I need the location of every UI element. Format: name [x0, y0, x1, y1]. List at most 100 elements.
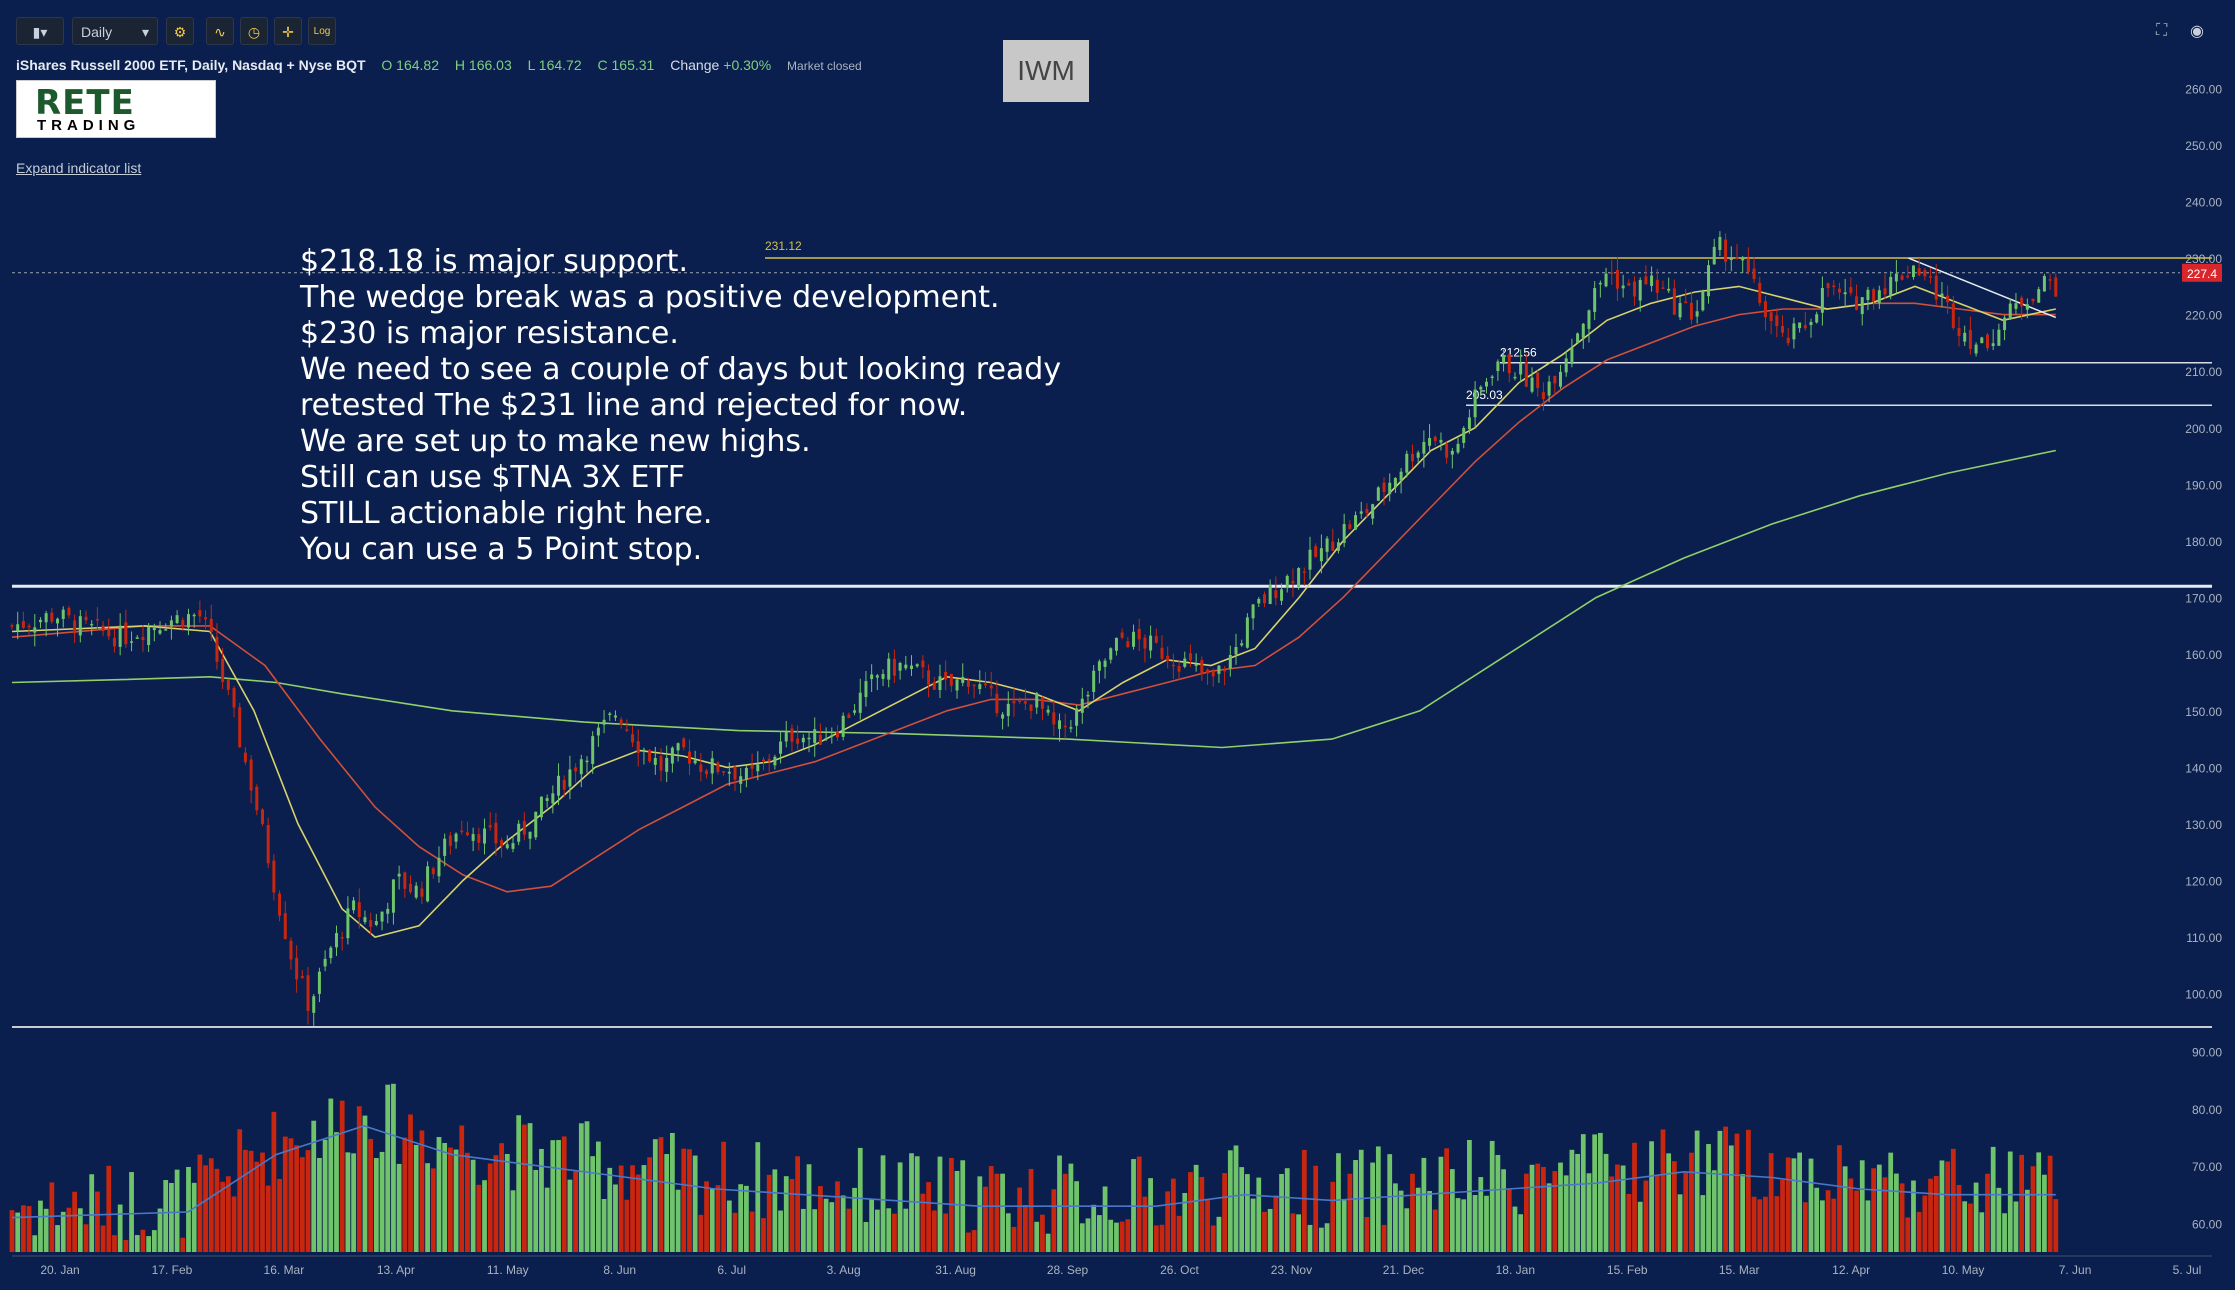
- volume-bar: [106, 1165, 112, 1252]
- candle: [1695, 311, 1699, 317]
- candle: [1798, 322, 1802, 329]
- volume-bar: [1205, 1199, 1210, 1252]
- volume-bar: [977, 1176, 983, 1252]
- time-tick-label: 23. Nov: [1271, 1263, 1312, 1277]
- time-tick-label: 21. Dec: [1383, 1263, 1424, 1277]
- volume-bar: [1210, 1225, 1216, 1252]
- time-tick-label: 10. May: [1942, 1263, 1985, 1277]
- volume-bar: [914, 1156, 920, 1252]
- volume-bar: [510, 1190, 516, 1252]
- volume-bar: [1114, 1222, 1119, 1252]
- note-line: retested The $231 line and rejected for …: [300, 388, 968, 423]
- expand-indicator-link[interactable]: Expand indicator list: [16, 160, 142, 176]
- volume-bar: [1170, 1178, 1176, 1252]
- candle: [733, 766, 737, 780]
- candle: [448, 835, 452, 846]
- replay-button[interactable]: ◷: [240, 17, 268, 45]
- candle: [465, 832, 469, 836]
- camera-icon[interactable]: ◉: [2190, 23, 2204, 40]
- candle: [949, 673, 953, 686]
- volume-bar: [681, 1148, 687, 1252]
- volume-bar: [744, 1185, 749, 1252]
- settings-button[interactable]: ⚙: [166, 17, 194, 45]
- volume-bar: [499, 1143, 504, 1252]
- note-line: The wedge break was a positive developme…: [300, 280, 1000, 315]
- candle: [84, 616, 88, 621]
- candle: [574, 767, 578, 772]
- candle: [1029, 704, 1033, 711]
- candle: [1188, 653, 1192, 661]
- candle: [887, 658, 891, 680]
- candle: [386, 908, 390, 914]
- volume-bar: [607, 1167, 613, 1252]
- candle: [1308, 549, 1312, 570]
- candle: [1997, 329, 2001, 346]
- candle: [1849, 287, 1853, 293]
- candle: [824, 738, 828, 740]
- candle: [1524, 362, 1528, 387]
- volume-bar: [1478, 1177, 1484, 1252]
- candle: [1200, 659, 1204, 675]
- volume-bar: [1854, 1190, 1859, 1252]
- volume-bar: [664, 1154, 670, 1252]
- candle: [141, 637, 145, 640]
- compare-button[interactable]: ✛: [274, 17, 302, 45]
- chart-type-button[interactable]: ▮▾: [16, 17, 64, 45]
- volume-bar: [1700, 1195, 1706, 1252]
- fullscreen-icon[interactable]: ⛶: [2156, 22, 2168, 39]
- interval-select[interactable]: Daily ▾: [72, 17, 158, 45]
- volume-bar: [1831, 1198, 1837, 1252]
- volume-bar: [1438, 1156, 1444, 1252]
- candle: [1877, 290, 1881, 303]
- candle: [1274, 590, 1278, 598]
- volume-bar: [1375, 1146, 1381, 1252]
- volume-bar: [590, 1156, 596, 1252]
- candle: [403, 872, 407, 889]
- volume-bar: [2036, 1152, 2042, 1252]
- candle: [1456, 443, 1460, 453]
- candle: [1940, 293, 1944, 297]
- volume-bar: [726, 1200, 732, 1252]
- volume-bar: [402, 1137, 408, 1252]
- volume-bar: [1916, 1211, 1922, 1252]
- candle: [1154, 635, 1158, 643]
- indicators-button[interactable]: ∿: [206, 17, 234, 45]
- volume-bar: [641, 1165, 647, 1252]
- time-tick-label: 6. Jul: [717, 1263, 746, 1277]
- candle: [204, 617, 208, 620]
- volume-bar: [1791, 1158, 1797, 1252]
- candle: [1644, 276, 1648, 285]
- candle: [1297, 568, 1301, 587]
- candle: [1900, 275, 1904, 280]
- candle: [716, 762, 720, 773]
- wedge-line: [1908, 257, 2057, 319]
- candle: [2054, 277, 2058, 297]
- candle: [431, 868, 435, 875]
- volume-bar: [966, 1232, 971, 1252]
- volume-bar: [840, 1195, 846, 1252]
- volume-bar: [1472, 1195, 1478, 1252]
- volume-bar: [1484, 1195, 1489, 1252]
- volume-bar: [1051, 1189, 1057, 1252]
- log-scale-button[interactable]: Log: [308, 17, 336, 45]
- volume-bar: [829, 1202, 835, 1252]
- volume-bar: [1996, 1187, 2002, 1252]
- volume-bar: [533, 1169, 539, 1252]
- candle: [1536, 372, 1540, 389]
- candle: [562, 779, 566, 790]
- time-tick-label: 5. Jul: [2173, 1263, 2202, 1277]
- time-tick-label: 15. Mar: [1719, 1263, 1760, 1277]
- volume-bar: [1233, 1145, 1239, 1252]
- price-tick-label: 130.00: [2185, 818, 2222, 832]
- volume-bar: [95, 1191, 100, 1252]
- candle: [1661, 287, 1665, 289]
- candle: [921, 660, 925, 668]
- volume-bar: [1410, 1173, 1415, 1252]
- volume-bar: [1381, 1224, 1387, 1252]
- volume-bar: [1142, 1196, 1148, 1252]
- candle: [420, 888, 424, 897]
- logo-word: RETE: [35, 83, 135, 123]
- volume-bar: [436, 1136, 442, 1252]
- volume-bar: [1808, 1158, 1814, 1252]
